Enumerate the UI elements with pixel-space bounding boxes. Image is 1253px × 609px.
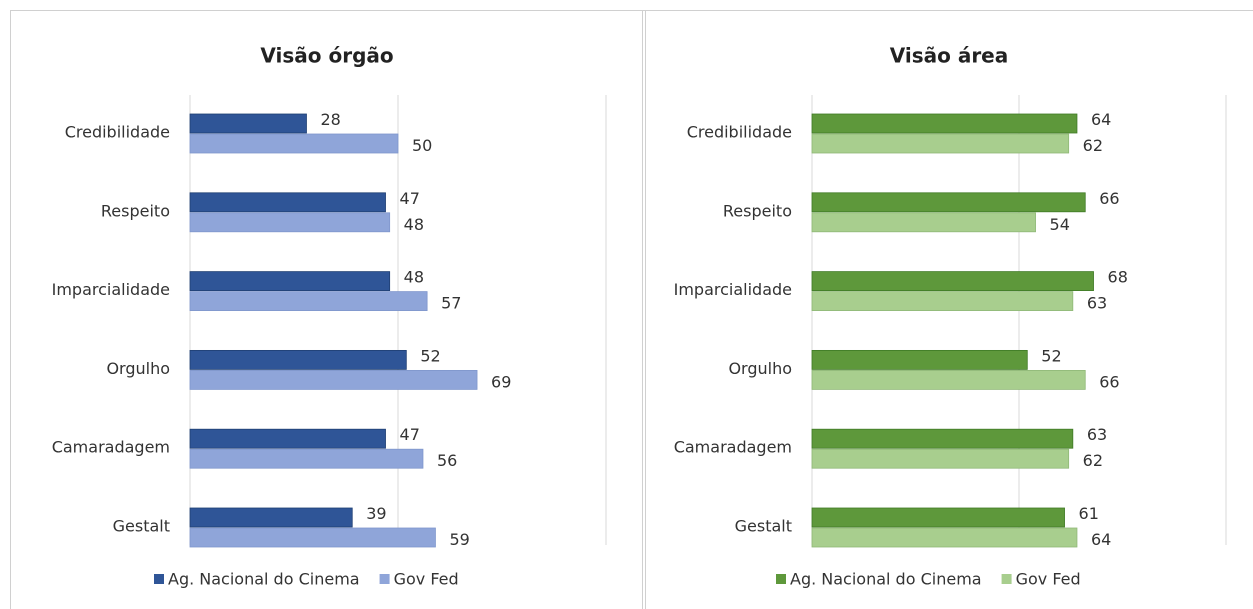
bar [811, 113, 1078, 134]
category-label: Imparcialidade [52, 280, 170, 299]
data-label: 61 [1079, 504, 1099, 523]
category-label: Camaradagem [674, 438, 792, 457]
data-label: 48 [404, 215, 424, 234]
bar [811, 133, 1070, 154]
bar [189, 448, 424, 469]
data-label: 57 [441, 294, 461, 313]
data-label: 54 [1050, 215, 1070, 234]
data-label: 64 [1091, 530, 1111, 549]
category-label: Orgulho [106, 359, 170, 378]
category-label: Credibilidade [65, 123, 170, 142]
data-label: 69 [491, 372, 511, 391]
data-label: 39 [366, 504, 386, 523]
bar [189, 527, 436, 548]
data-label: 62 [1083, 451, 1103, 470]
bar [189, 271, 391, 292]
bar [811, 527, 1078, 548]
bar [811, 212, 1036, 233]
bar [189, 369, 478, 390]
data-label: 59 [449, 530, 469, 549]
category-label: Orgulho [728, 359, 792, 378]
bar [811, 507, 1065, 528]
bar [189, 212, 391, 233]
chart-title: Visão órgão [260, 44, 393, 68]
legend-swatch [1001, 574, 1012, 584]
data-label: 66 [1099, 189, 1119, 208]
data-label: 52 [420, 346, 440, 365]
category-label: Imparcialidade [674, 280, 792, 299]
legend-swatch [379, 574, 390, 584]
bar [189, 133, 399, 154]
data-label: 28 [320, 110, 340, 129]
bar [811, 448, 1070, 469]
bar [189, 113, 307, 134]
chart-title: Visão área [890, 44, 1009, 68]
bar [189, 349, 407, 370]
data-label: 63 [1087, 425, 1107, 444]
data-label: 48 [404, 268, 424, 287]
bar [811, 369, 1086, 390]
data-label: 52 [1041, 346, 1061, 365]
bar [811, 428, 1074, 449]
data-label: 56 [437, 451, 457, 470]
data-label: 63 [1087, 294, 1107, 313]
legend-swatch [154, 574, 164, 584]
category-label: Gestalt [735, 517, 792, 536]
data-label: 64 [1091, 110, 1111, 129]
bar [811, 192, 1086, 213]
data-label: 47 [400, 189, 420, 208]
bar [189, 428, 386, 449]
data-label: 66 [1099, 372, 1119, 391]
bar [189, 507, 353, 528]
legend-label: Gov Fed [394, 570, 459, 589]
legend-label: Ag. Nacional do Cinema [790, 570, 982, 589]
legend-label: Ag. Nacional do Cinema [168, 570, 360, 589]
category-label: Respeito [101, 201, 170, 220]
legend-swatch [776, 574, 786, 584]
bar [189, 291, 428, 312]
category-label: Gestalt [113, 517, 170, 536]
bar [811, 291, 1074, 312]
data-label: 50 [412, 136, 432, 155]
panel-border [10, 10, 643, 609]
bar [189, 192, 386, 213]
data-label: 62 [1083, 136, 1103, 155]
data-label: 68 [1108, 268, 1128, 287]
legend-label: Gov Fed [1016, 570, 1081, 589]
bar [811, 271, 1094, 292]
category-label: Camaradagem [52, 438, 170, 457]
category-label: Respeito [723, 201, 792, 220]
bar [811, 349, 1028, 370]
category-label: Credibilidade [687, 123, 792, 142]
data-label: 47 [400, 425, 420, 444]
